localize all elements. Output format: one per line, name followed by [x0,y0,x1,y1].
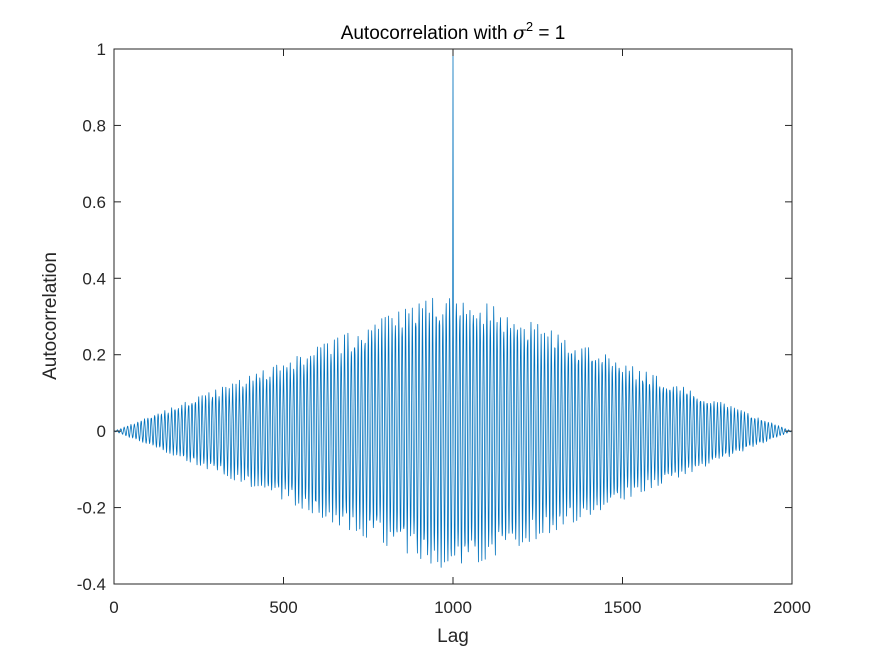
y-tick-label: 0.2 [82,346,106,365]
x-tick-label: 500 [269,598,297,617]
y-tick-label: 0.6 [82,193,106,212]
y-tick-label: -0.4 [77,575,106,594]
x-axis-label: Lag [437,626,469,647]
x-tick-label: 1500 [604,598,642,617]
y-tick-label: 1 [97,40,106,59]
x-tick-label: 0 [109,598,118,617]
chart-title-symbol: σ [513,22,527,44]
y-axis-label: Autocorrelation [40,252,61,380]
chart-title-prefix: Autocorrelation with [341,23,513,44]
chart-title: Autocorrelation with σ2 = 1 [341,19,566,44]
chart-title-suffix: = 1 [533,23,565,44]
x-tick-label: 2000 [773,598,811,617]
y-tick-label: -0.2 [77,499,106,518]
x-axis-ticks: 0 500 1000 1500 2000 [109,49,811,617]
chart-title-superscript: 2 [526,19,533,34]
y-tick-label: 0 [97,422,106,441]
y-tick-label: 0.8 [82,116,106,135]
y-tick-label: 0.4 [82,269,106,288]
y-axis-ticks: -0.4 -0.2 0 0.2 0.4 0.6 0.8 1 [77,40,792,594]
x-tick-label: 1000 [434,598,472,617]
